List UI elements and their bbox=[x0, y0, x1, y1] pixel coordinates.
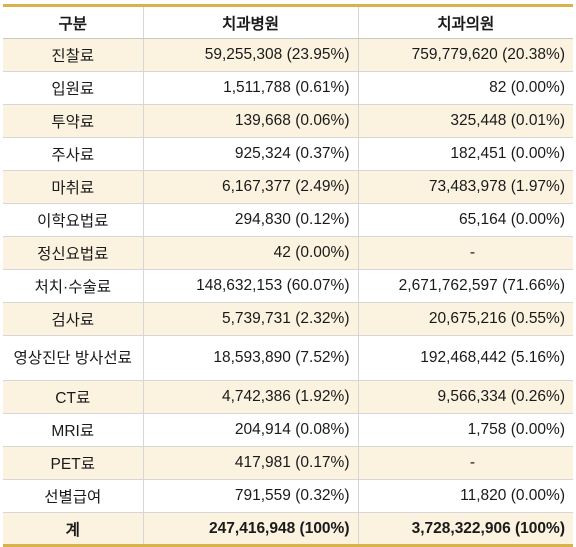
table-row: 선별급여 791,559 (0.32%) 11,820 (0.00%) bbox=[3, 479, 573, 513]
row-label: 이학요법료 bbox=[3, 203, 143, 237]
page: 구분 치과병원 치과의원 진찰료 59,255,308 (23.95%) 759… bbox=[3, 5, 573, 546]
table-row: 마취료 6,167,377 (2.49%) 73,483,978 (1.97%) bbox=[3, 170, 573, 204]
table-row: 이학요법료 294,830 (0.12%) 65,164 (0.00%) bbox=[3, 203, 573, 237]
row-clinic-value: 182,451 (0.00%) bbox=[357, 137, 573, 171]
fee-table: 구분 치과병원 치과의원 진찰료 59,255,308 (23.95%) 759… bbox=[3, 4, 573, 547]
row-hospital-value: 925,324 (0.37%) bbox=[142, 137, 358, 171]
row-clinic-value: 192,468,442 (5.16%) bbox=[357, 335, 573, 381]
table-row: 진찰료 59,255,308 (23.95%) 759,779,620 (20.… bbox=[3, 38, 573, 72]
table-row: 주사료 925,324 (0.37%) 182,451 (0.00%) bbox=[3, 137, 573, 171]
row-hospital-value: 139,668 (0.06%) bbox=[142, 104, 358, 138]
row-hospital-value: 59,255,308 (23.95%) bbox=[142, 38, 358, 72]
total-label: 계 bbox=[3, 512, 143, 546]
table-row: 투약료 139,668 (0.06%) 325,448 (0.01%) bbox=[3, 104, 573, 138]
row-label: 검사료 bbox=[3, 302, 143, 336]
total-row: 계 247,416,948 (100%) 3,728,322,906 (100%… bbox=[3, 512, 573, 546]
row-hospital-value: 148,632,153 (60.07%) bbox=[142, 269, 358, 303]
row-clinic-value: 759,779,620 (20.38%) bbox=[357, 38, 573, 72]
table-row: CT료 4,742,386 (1.92%) 9,566,334 (0.26%) bbox=[3, 380, 573, 414]
table-row: PET료 417,981 (0.17%) - bbox=[3, 446, 573, 480]
row-hospital-value: 294,830 (0.12%) bbox=[142, 203, 358, 237]
row-label: 처치·수술료 bbox=[3, 269, 143, 303]
table-row: 입원료 1,511,788 (0.61%) 82 (0.00%) bbox=[3, 71, 573, 105]
row-hospital-value: 6,167,377 (2.49%) bbox=[142, 170, 358, 204]
row-clinic-value: 325,448 (0.01%) bbox=[357, 104, 573, 138]
row-clinic-value: 1,758 (0.00%) bbox=[357, 413, 573, 447]
header-dental-clinic: 치과의원 bbox=[357, 5, 573, 39]
table-row: 정신요법료 42 (0.00%) - bbox=[3, 236, 573, 270]
row-label: PET료 bbox=[3, 446, 143, 480]
table-row: 처치·수술료 148,632,153 (60.07%) 2,671,762,59… bbox=[3, 269, 573, 303]
table-row: 검사료 5,739,731 (2.32%) 20,675,216 (0.55%) bbox=[3, 302, 573, 336]
row-label: 주사료 bbox=[3, 137, 143, 171]
row-hospital-value: 791,559 (0.32%) bbox=[142, 479, 358, 513]
row-clinic-value: - bbox=[357, 236, 573, 270]
row-clinic-value: 11,820 (0.00%) bbox=[357, 479, 573, 513]
row-clinic-value: 73,483,978 (1.97%) bbox=[357, 170, 573, 204]
row-label: 영상진단 방사선료 bbox=[3, 335, 143, 381]
row-clinic-value: 20,675,216 (0.55%) bbox=[357, 302, 573, 336]
header-row: 구분 치과병원 치과의원 bbox=[3, 5, 573, 39]
row-clinic-value: 9,566,334 (0.26%) bbox=[357, 380, 573, 414]
row-clinic-value: - bbox=[357, 446, 573, 480]
total-clinic-value: 3,728,322,906 (100%) bbox=[357, 512, 573, 546]
row-label: 투약료 bbox=[3, 104, 143, 138]
row-hospital-value: 417,981 (0.17%) bbox=[142, 446, 358, 480]
row-hospital-value: 18,593,890 (7.52%) bbox=[142, 335, 358, 381]
row-hospital-value: 204,914 (0.08%) bbox=[142, 413, 358, 447]
row-label: 마취료 bbox=[3, 170, 143, 204]
row-label: 진찰료 bbox=[3, 38, 143, 72]
row-clinic-value: 65,164 (0.00%) bbox=[357, 203, 573, 237]
table-row: 영상진단 방사선료 18,593,890 (7.52%) 192,468,442… bbox=[3, 335, 573, 381]
header-category: 구분 bbox=[3, 5, 143, 39]
row-label: 선별급여 bbox=[3, 479, 143, 513]
row-clinic-value: 2,671,762,597 (71.66%) bbox=[357, 269, 573, 303]
row-clinic-value: 82 (0.00%) bbox=[357, 71, 573, 105]
row-hospital-value: 5,739,731 (2.32%) bbox=[142, 302, 358, 336]
row-label: 정신요법료 bbox=[3, 236, 143, 270]
row-label: CT료 bbox=[3, 380, 143, 414]
header-dental-hospital: 치과병원 bbox=[142, 5, 358, 39]
row-hospital-value: 4,742,386 (1.92%) bbox=[142, 380, 358, 414]
total-hospital-value: 247,416,948 (100%) bbox=[142, 512, 358, 546]
row-label: MRI료 bbox=[3, 413, 143, 447]
row-label: 입원료 bbox=[3, 71, 143, 105]
table-row: MRI료 204,914 (0.08%) 1,758 (0.00%) bbox=[3, 413, 573, 447]
row-hospital-value: 42 (0.00%) bbox=[142, 236, 358, 270]
row-hospital-value: 1,511,788 (0.61%) bbox=[142, 71, 358, 105]
